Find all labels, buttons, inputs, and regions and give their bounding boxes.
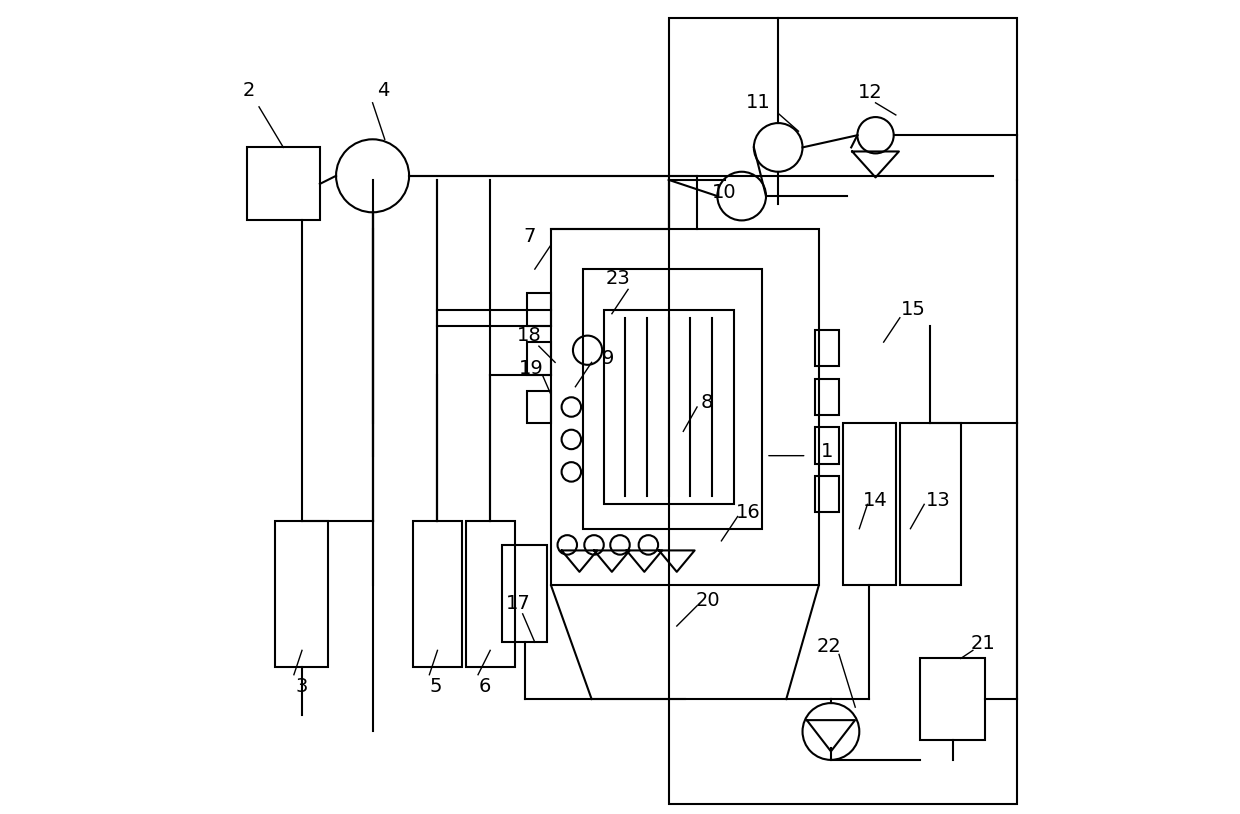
Bar: [920, 659, 985, 740]
Text: 2: 2: [242, 81, 254, 100]
Text: 4: 4: [377, 81, 389, 100]
Text: 3: 3: [296, 677, 309, 696]
Text: 23: 23: [606, 269, 631, 288]
Bar: [604, 309, 734, 505]
Bar: [900, 423, 961, 585]
Text: 8: 8: [701, 393, 713, 413]
Text: 21: 21: [971, 634, 996, 654]
Text: 17: 17: [506, 594, 531, 613]
Bar: [815, 476, 839, 513]
Text: 10: 10: [712, 182, 737, 202]
Bar: [502, 545, 547, 642]
Text: 19: 19: [518, 358, 543, 378]
Text: 12: 12: [858, 83, 882, 102]
Bar: [815, 330, 839, 366]
Bar: [584, 269, 761, 528]
Text: 1: 1: [821, 442, 833, 461]
Bar: [815, 379, 839, 415]
Text: 6: 6: [479, 677, 491, 696]
Bar: [815, 427, 839, 464]
Text: 14: 14: [863, 491, 888, 510]
Bar: [527, 391, 551, 423]
Text: 18: 18: [517, 326, 542, 345]
Text: 7: 7: [523, 227, 536, 246]
Text: 9: 9: [601, 349, 614, 368]
Bar: [275, 521, 327, 667]
Text: 22: 22: [817, 637, 842, 656]
Text: 5: 5: [429, 677, 443, 696]
Bar: [668, 18, 1018, 804]
Bar: [527, 293, 551, 326]
Bar: [413, 521, 461, 667]
Bar: [247, 147, 320, 221]
Text: 20: 20: [696, 591, 720, 610]
Bar: [466, 521, 515, 667]
Text: 16: 16: [735, 503, 760, 522]
Bar: [527, 342, 551, 374]
Bar: [551, 229, 818, 585]
Text: 15: 15: [901, 300, 926, 319]
Text: 11: 11: [745, 94, 770, 112]
Text: 13: 13: [925, 491, 950, 510]
Bar: [843, 423, 895, 585]
